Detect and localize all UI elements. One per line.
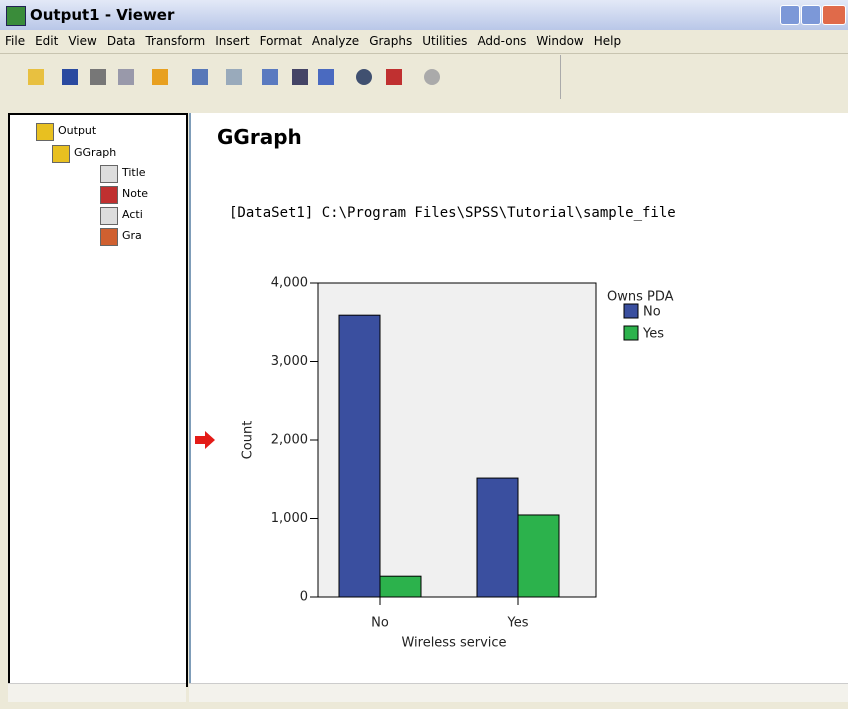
- y-tick-label: 2,000: [271, 433, 308, 448]
- menu-bar: File Edit View Data Transform Insert Format Ana…: [0, 31, 848, 54]
- outline-scrollbar[interactable]: [8, 683, 186, 702]
- menu-item[interactable]: Graphs: [369, 34, 413, 48]
- menu-item[interactable]: Transform: [145, 34, 206, 48]
- outline-pane: Output GGraph Title Note Acti Gra: [8, 113, 188, 687]
- open-icon[interactable]: [28, 69, 44, 85]
- tree-icon[interactable]: [100, 186, 118, 204]
- tree-node-label[interactable]: GGraph: [74, 146, 117, 159]
- menu-item[interactable]: Format: [259, 34, 302, 48]
- tree-icon[interactable]: [100, 165, 118, 183]
- y-axis-label: Count: [241, 421, 256, 460]
- tree-icon[interactable]: [52, 145, 70, 163]
- menu-item[interactable]: Data: [106, 34, 136, 48]
- legend-swatch: [623, 325, 639, 341]
- recall-icon[interactable]: [192, 69, 208, 85]
- menu-item[interactable]: Edit: [35, 34, 59, 48]
- variables-icon[interactable]: [292, 69, 308, 85]
- select-icon[interactable]: [356, 69, 372, 85]
- menu-item[interactable]: Insert: [215, 34, 250, 48]
- tree-icon[interactable]: [100, 228, 118, 246]
- x-tick-label: Yes: [507, 616, 529, 631]
- bar: [476, 477, 519, 598]
- selection-arrow: [195, 431, 215, 449]
- bar: [517, 514, 560, 598]
- y-tick-label: 4,000: [271, 276, 308, 291]
- menu-item[interactable]: Utilities: [422, 34, 468, 48]
- legend-swatch: [623, 303, 639, 319]
- close-button[interactable]: [822, 5, 846, 25]
- y-tick-label: 1,000: [271, 511, 308, 526]
- goto-data-icon[interactable]: [262, 69, 278, 85]
- tree-node-label[interactable]: Title: [122, 166, 146, 179]
- x-axis-label: Wireless service: [401, 636, 506, 651]
- preview-icon[interactable]: [118, 69, 134, 85]
- stop-icon[interactable]: [424, 69, 440, 85]
- save-icon[interactable]: [62, 69, 78, 85]
- menu-item[interactable]: File: [5, 34, 26, 48]
- print-icon[interactable]: [90, 69, 106, 85]
- tree-icon[interactable]: [100, 207, 118, 225]
- app-icon: [6, 6, 26, 26]
- dataset-line: [DataSet1] C:\Program Files\SPSS\Tutoria…: [229, 205, 676, 221]
- y-tick-label: 3,000: [271, 354, 308, 369]
- toolbar: [0, 55, 561, 99]
- undo-icon[interactable]: [226, 69, 242, 85]
- bar: [338, 314, 381, 598]
- info-icon[interactable]: [318, 69, 334, 85]
- y-tick-label: 0: [300, 590, 308, 605]
- x-tick-label: No: [371, 616, 389, 631]
- menu-item[interactable]: View: [68, 34, 97, 48]
- minimize-button[interactable]: [780, 5, 800, 25]
- output-heading: GGraph: [217, 125, 302, 149]
- export-icon[interactable]: [152, 69, 168, 85]
- tree-icon[interactable]: [36, 123, 54, 141]
- tree-node-label[interactable]: Acti: [122, 208, 143, 221]
- legend-label: Yes: [642, 327, 664, 342]
- bar: [379, 575, 422, 598]
- menu-item[interactable]: Help: [593, 34, 622, 48]
- title-bar: Output1 - Viewer: [0, 0, 848, 30]
- window-title: Output1 - Viewer: [30, 6, 175, 24]
- tree-node-label[interactable]: Note: [122, 187, 149, 200]
- menu-item[interactable]: Add-ons: [477, 34, 527, 48]
- menu-item[interactable]: Analyze: [311, 34, 360, 48]
- content-scrollbar[interactable]: [189, 683, 848, 702]
- insert-icon[interactable]: [386, 69, 402, 85]
- tree-node-label[interactable]: Gra: [122, 229, 142, 242]
- legend-label: No: [643, 305, 661, 320]
- maximize-button[interactable]: [801, 5, 821, 25]
- tree-node-label[interactable]: Output: [58, 124, 97, 137]
- menu-item[interactable]: Window: [536, 34, 584, 48]
- legend-title: Owns PDA: [607, 290, 674, 305]
